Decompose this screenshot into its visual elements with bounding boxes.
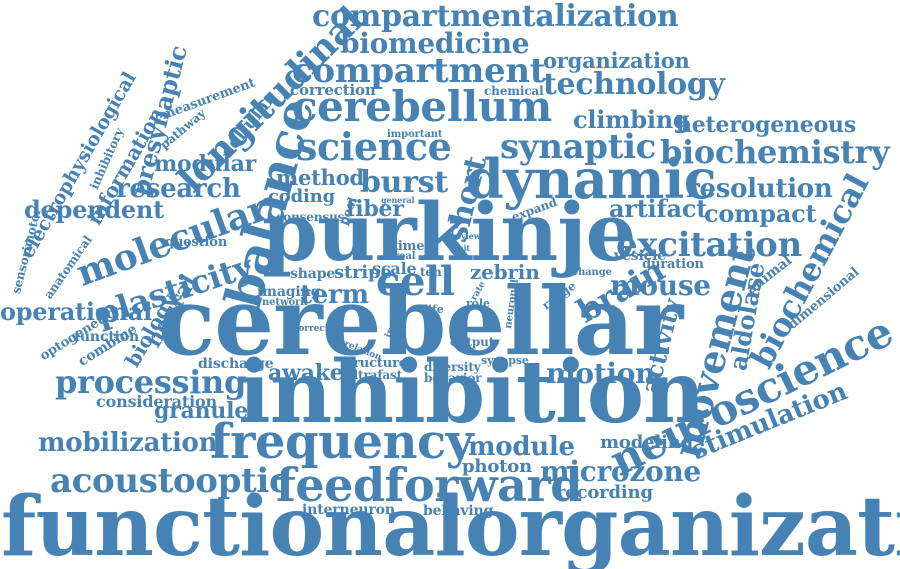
- word-functionalorganization: functionalorganization: [1, 479, 900, 569]
- word-behaving: behaving: [423, 503, 494, 519]
- word-module: module: [468, 432, 575, 462]
- word-photon: photon: [462, 456, 533, 477]
- word-shape: shape: [290, 266, 336, 282]
- word-mouse: mouse: [610, 269, 711, 302]
- word-general: general: [381, 195, 415, 205]
- word-real: real: [394, 251, 416, 262]
- word-imaging: imaging: [257, 284, 321, 300]
- word-life: life: [424, 303, 444, 316]
- word-operational: operational: [0, 297, 152, 326]
- word-frequency: frequency: [210, 414, 474, 470]
- word-climbing: climbing: [573, 105, 690, 134]
- word-dependent: dependent: [24, 195, 164, 224]
- word-processing: processing: [55, 363, 247, 401]
- word-coding: coding: [268, 186, 335, 207]
- word-inhibition: inhibition: [238, 342, 706, 443]
- word-cerebellar: cerebellar: [158, 267, 683, 377]
- word-modular: modular: [154, 151, 256, 177]
- word-granule: granule: [154, 398, 249, 424]
- word-biochemistry: biochemistry: [660, 133, 890, 171]
- word-synaptic: synaptic: [500, 127, 657, 167]
- word-compartmentalization: compartmentalization: [312, 0, 679, 34]
- word-structure: structure: [340, 356, 407, 371]
- word-time: time: [392, 239, 425, 254]
- word-vesicle: vesicle: [614, 248, 667, 264]
- word-discharge: discharge: [198, 356, 274, 372]
- word-biomedicine: biomedicine: [340, 27, 530, 60]
- word-mobilization: mobilization: [38, 428, 218, 458]
- word-correction: correction: [290, 81, 376, 99]
- word-excitation: excitation: [616, 225, 802, 265]
- word-purkinje: purkinje: [262, 185, 636, 279]
- word-cerebellum: cerebellum: [292, 82, 552, 131]
- word-question: question: [165, 235, 228, 250]
- word-network: network: [262, 297, 308, 308]
- word-technology: technology: [543, 67, 725, 102]
- word-artifact: artifact: [609, 194, 708, 223]
- word-compartment: compartment: [292, 51, 546, 91]
- word-resolution: resolution: [686, 174, 833, 204]
- word-unit: unit: [452, 243, 471, 253]
- word-compact: compact: [704, 199, 817, 228]
- word-correct: correct: [293, 324, 329, 334]
- word-consensus: consensus: [276, 210, 345, 224]
- word-science: science: [296, 124, 452, 169]
- word-chemical: chemical: [484, 84, 544, 98]
- word-modeling: modeling: [600, 432, 693, 453]
- word-diversity: diversity: [424, 360, 481, 374]
- word-cell: cell: [376, 258, 455, 305]
- word-important: important: [387, 129, 443, 140]
- word-duration: duration: [642, 257, 704, 272]
- word-research: research: [116, 174, 241, 204]
- word-zebrin: zebrin: [470, 260, 540, 284]
- word-awake: awake: [268, 360, 344, 386]
- word-scale: scale: [372, 259, 417, 278]
- word-organization: organization: [543, 48, 690, 73]
- word-consideration: consideration: [96, 392, 217, 411]
- word-heterogeneous: heterogeneous: [676, 112, 856, 138]
- word-output: output: [450, 335, 495, 349]
- word-motion: motion: [546, 357, 656, 390]
- word-synapse: synapse: [481, 354, 529, 367]
- word-dynamic: dynamic: [466, 147, 717, 211]
- word-microzone: microzone: [540, 455, 701, 488]
- word-ten: ten: [420, 265, 442, 279]
- word-stripe: stripe: [334, 262, 392, 283]
- word-feedforward: feedforward: [276, 458, 582, 512]
- word-acoustooptic: acoustooptic: [50, 461, 290, 501]
- word-function: function: [74, 329, 140, 345]
- word-fiber: fiber: [346, 196, 404, 222]
- word-method: method: [276, 165, 364, 190]
- word-term: term: [300, 280, 369, 310]
- word-interneuron: interneuron: [302, 502, 395, 518]
- word-review: review: [452, 231, 481, 241]
- word-ultrafast: ultrafast: [345, 368, 403, 382]
- word-recording: recording: [556, 482, 653, 503]
- word-burst: burst: [360, 165, 448, 200]
- word-behavior: behavior: [424, 371, 482, 385]
- word-role: role: [466, 297, 490, 310]
- word-change: change: [572, 267, 612, 278]
